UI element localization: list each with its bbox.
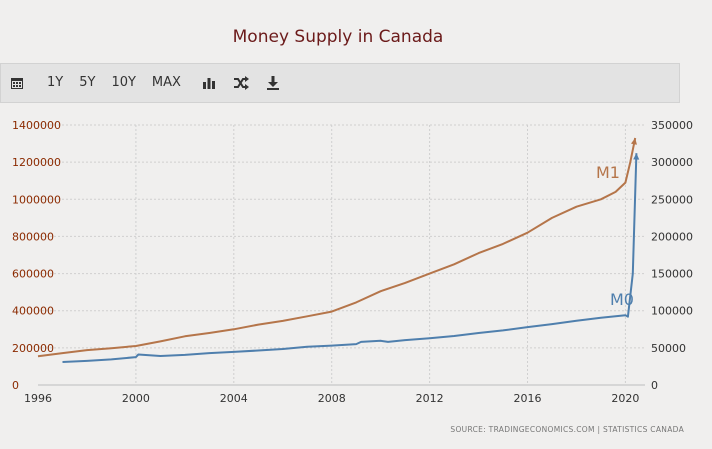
shuffle-icon[interactable] [227, 63, 255, 103]
x-axis-tick-label: 2000 [122, 392, 150, 405]
right-axis-tick-label: 100000 [651, 305, 693, 318]
left-axis-tick-label: 1200000 [12, 156, 61, 169]
series-label-m1: M1 [596, 163, 620, 182]
left-axis-tick-label: 1000000 [12, 193, 61, 206]
calendar-icon-glyph [11, 78, 23, 89]
shuffle-icon-glyph [233, 76, 249, 90]
right-axis-tick-label: 50000 [651, 342, 686, 355]
series-label-m0: M0 [610, 290, 634, 309]
left-axis-tick-label: 400000 [12, 305, 54, 318]
right-axis-tick-label: 150000 [651, 268, 693, 281]
x-axis-tick-label: 1996 [24, 392, 52, 405]
download-icon[interactable] [259, 63, 287, 103]
left-axis-tick-label: 800000 [12, 230, 54, 243]
range-max-button[interactable]: MAX [151, 75, 181, 90]
left-axis-tick-label: 600000 [12, 268, 54, 281]
range-10y-button[interactable]: 10Y [111, 75, 136, 90]
x-axis-tick-label: 2020 [611, 392, 639, 405]
source-note: SOURCE: TRADINGECONOMICS.COM | STATISTIC… [450, 425, 684, 434]
x-axis-tick-label: 2012 [416, 392, 444, 405]
right-axis-tick-label: 0 [651, 379, 658, 392]
left-axis-tick-label: 200000 [12, 342, 54, 355]
bar-chart-icon-glyph [202, 78, 215, 89]
right-axis-tick-label: 350000 [651, 119, 693, 132]
money-supply-chart: 0200000400000600000800000100000012000001… [12, 119, 693, 405]
range-1y-button[interactable]: 1Y [47, 75, 64, 90]
x-axis-tick-label: 2004 [220, 392, 248, 405]
chart-toolbar: 1Y 5Y 10Y MAX [0, 63, 680, 103]
chart-title: Money Supply in Canada [232, 27, 444, 47]
left-axis-tick-label: 0 [12, 379, 19, 392]
series-arrow-m1 [630, 138, 637, 145]
x-axis-tick-label: 2008 [318, 392, 346, 405]
right-axis-tick-label: 200000 [651, 230, 693, 243]
series-line-m0 [62, 153, 638, 363]
calendar-icon[interactable] [3, 63, 31, 103]
right-axis-tick-label: 250000 [651, 193, 693, 206]
range-5y-button[interactable]: 5Y [79, 75, 96, 90]
series-line-m1 [37, 137, 637, 358]
download-icon-glyph [266, 76, 279, 90]
series-arrow-m0 [633, 153, 640, 160]
left-axis-tick-label: 1400000 [12, 119, 61, 132]
bar-chart-icon[interactable] [195, 63, 223, 103]
x-axis-tick-label: 2016 [514, 392, 542, 405]
right-axis-tick-label: 300000 [651, 156, 693, 169]
